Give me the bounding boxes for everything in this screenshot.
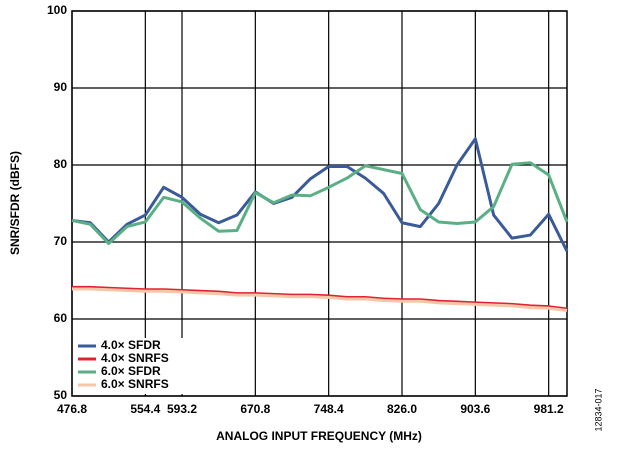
x-tick-label: 554.4	[130, 402, 160, 416]
legend-label: 6.0× SNRFS	[101, 377, 169, 391]
x-tick-label: 670.8	[240, 402, 270, 416]
series-line	[72, 285, 568, 311]
legend-box	[76, 338, 206, 394]
x-tick-label: 593.2	[167, 402, 197, 416]
y-tick-label: 70	[54, 234, 68, 248]
legend-label: 6.0× SFDR	[101, 364, 161, 378]
x-tick-label: 748.4	[314, 402, 344, 416]
y-tick-label: 90	[54, 80, 68, 94]
x-axis-label: ANALOG INPUT FREQUENCY (MHz)	[216, 429, 422, 443]
figure-id: 12834-017	[593, 388, 603, 431]
legend-label: 4.0× SFDR	[101, 338, 161, 352]
legend-label: 4.0× SNRFS	[101, 351, 169, 365]
plot-frame	[71, 10, 568, 397]
x-tick-label: 903.6	[460, 402, 490, 416]
x-tick-label: 826.0	[387, 402, 417, 416]
series-line	[71, 137, 569, 252]
y-tick-label: 100	[47, 3, 67, 17]
y-axis-label: SNR/SFDR (dBFS)	[8, 151, 22, 255]
x-tick-label: 476.8	[57, 402, 87, 416]
y-tick-label: 50	[54, 388, 68, 402]
series-line	[71, 161, 569, 246]
series-line	[72, 287, 568, 313]
y-tick-label: 60	[54, 311, 68, 325]
x-tick-label: 981.2	[534, 402, 564, 416]
y-tick-label: 80	[54, 157, 68, 171]
